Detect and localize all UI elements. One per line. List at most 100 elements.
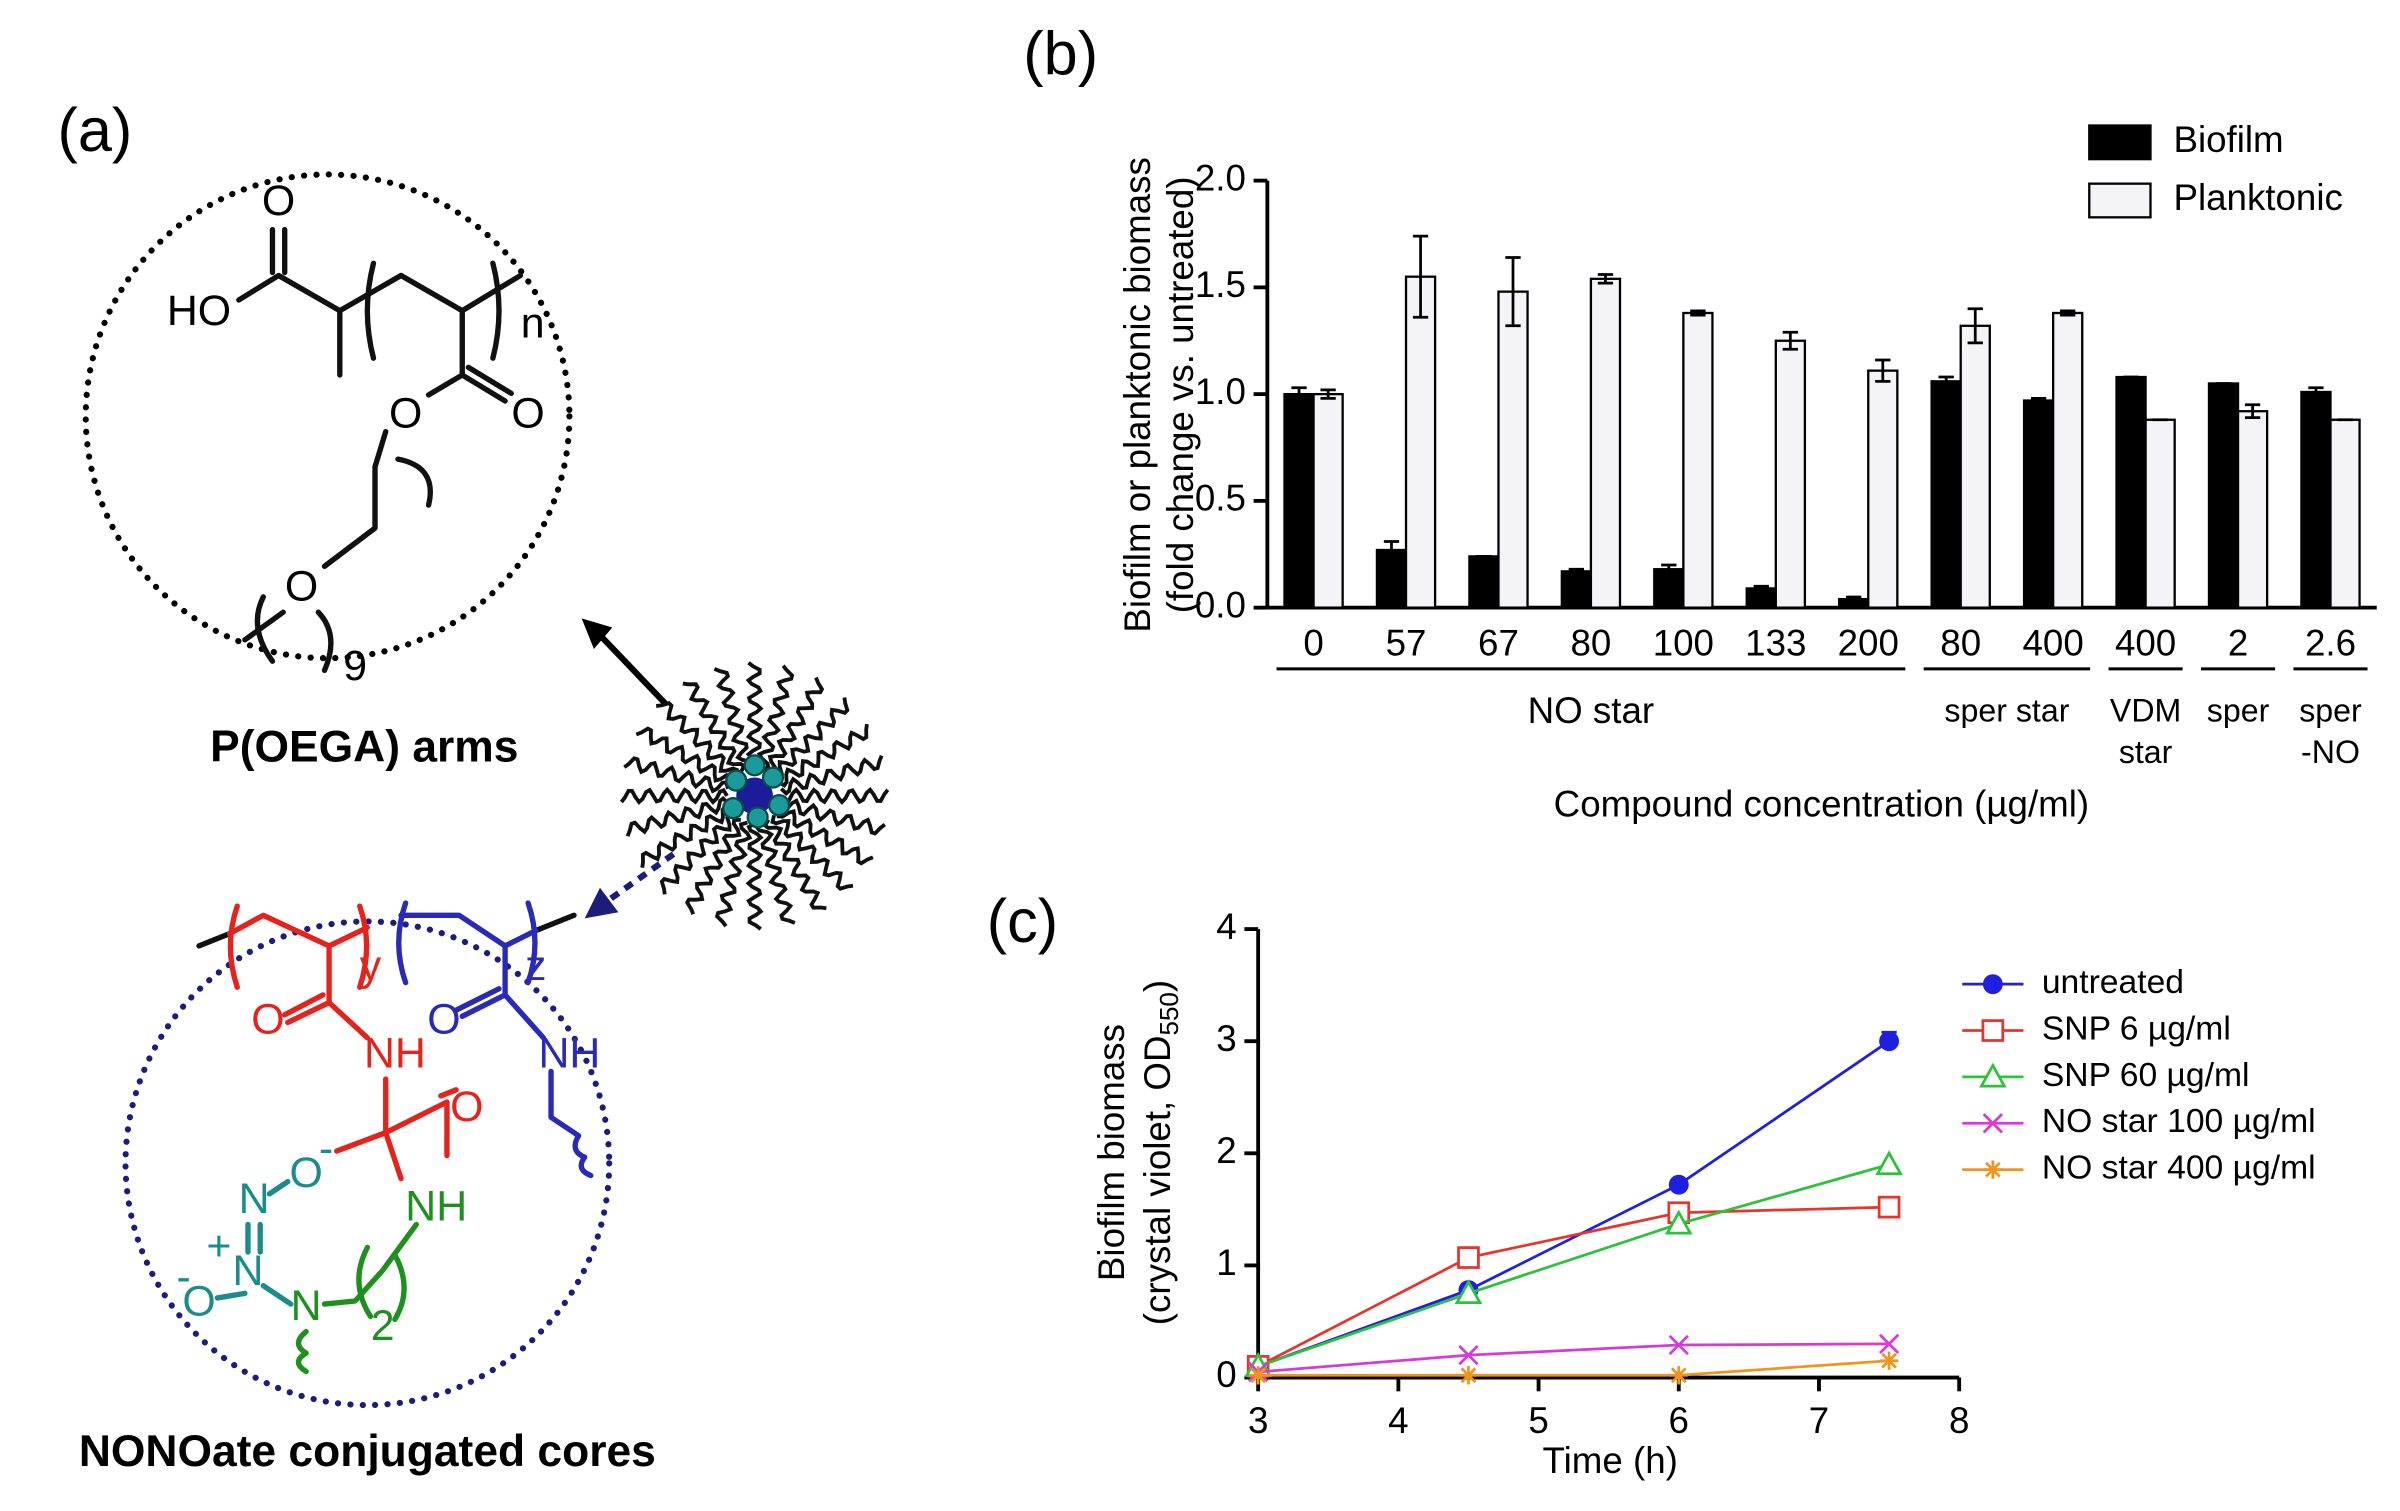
error-bar (1846, 595, 1862, 603)
marker (1668, 1174, 1689, 1195)
core-bead (725, 769, 748, 792)
atom: HO (167, 287, 231, 335)
y-tick-label: 0.0 (1195, 584, 1246, 625)
x-tick-label: 5 (1528, 1400, 1548, 1441)
y-tick-label: 4 (1216, 906, 1236, 947)
legend-swatch (2088, 182, 2152, 219)
group-label: sper star (1944, 693, 2069, 729)
group-label: NO star (1528, 690, 1655, 731)
legend-label: NO star 400 µg/ml (2042, 1150, 2316, 1187)
atom: N (291, 1282, 322, 1330)
star-polymer (619, 661, 890, 931)
arm (780, 786, 890, 805)
arm (619, 786, 729, 805)
atom: O (511, 390, 544, 438)
core-bead (746, 806, 769, 829)
x-tick-label: 8 (1949, 1400, 1969, 1441)
core-bead (761, 766, 785, 789)
arrow (597, 633, 669, 707)
y-tick-label: 3 (1216, 1018, 1236, 1059)
x-tick-label: 57 (1386, 623, 1427, 664)
bar (1930, 380, 1962, 609)
marker (1875, 1150, 1903, 1176)
atom: NH (364, 1029, 426, 1077)
arrow-head (581, 618, 613, 649)
series-line (1258, 1342, 1890, 1374)
atom: O (427, 996, 460, 1044)
bar (1589, 277, 1622, 609)
error-bar (1568, 567, 1585, 575)
bar (1283, 392, 1315, 609)
panel-label: (b) (1023, 19, 1098, 87)
atom: n (521, 299, 545, 347)
y-tick-label: 2 (1216, 1130, 1236, 1171)
legend-marker (1981, 1019, 2005, 1042)
error-bar (1690, 309, 1706, 317)
legend-label: NO star 100 µg/ml (2042, 1103, 2316, 1140)
marker (1879, 1351, 1899, 1370)
x-tick-label: 67 (1478, 623, 1519, 664)
legend-marker (1982, 1113, 2004, 1134)
series-line (1257, 1163, 1890, 1368)
atom: O (289, 1149, 322, 1197)
x-tick-label: 7 (1809, 1400, 1829, 1441)
legend-label: SNP 60 µg/ml (2042, 1057, 2250, 1094)
bar (2207, 382, 2240, 609)
arms-caption: P(OEGA) arms (210, 723, 518, 772)
x-tick-label: 400 (2023, 623, 2084, 664)
error-bar (1505, 256, 1521, 328)
y-tick-label: 0 (1216, 1354, 1236, 1395)
arm (625, 795, 730, 837)
error-bar (1938, 375, 1954, 387)
legend-label: Biofilm (2173, 119, 2283, 160)
x-axis-label: Compound concentration (µg/ml) (1554, 783, 2089, 824)
marker (1459, 1366, 1478, 1385)
bar (2300, 390, 2332, 609)
y-axis-label: (crystal violet, OD550) (1137, 980, 1184, 1325)
error-bar (1875, 358, 1891, 383)
arm (756, 664, 795, 772)
atom: O (262, 177, 295, 225)
series-line (1257, 1205, 1890, 1368)
bar (2236, 410, 2269, 609)
x-tick-label: 2 (2228, 623, 2248, 664)
atom: O (285, 563, 318, 611)
marker (1669, 1366, 1688, 1385)
y-axis-label-part: ) (1137, 980, 1178, 992)
error-bar (2308, 386, 2324, 398)
x-tick-label: 3 (1248, 1400, 1268, 1441)
arm (682, 681, 747, 773)
bar (1682, 311, 1714, 609)
arm-circle (82, 171, 573, 662)
y-axis-label-sub: 550 (1154, 992, 1184, 1035)
bar (1867, 369, 1899, 609)
atom: O (251, 996, 284, 1044)
arm (655, 701, 739, 777)
series-line (1257, 1040, 1890, 1368)
legend-label: Planktonic (2173, 177, 2342, 218)
x-tick-label: 200 (1838, 623, 1899, 664)
arrow (602, 851, 676, 906)
arm (754, 821, 796, 925)
arm (623, 756, 730, 794)
series-line (1258, 1359, 1890, 1377)
y-tick-label: 1 (1216, 1242, 1236, 1283)
error-bar (1383, 540, 1400, 560)
atom: NH (538, 1029, 600, 1077)
arm (745, 661, 764, 770)
group-label: star (2119, 734, 2173, 770)
arm (762, 818, 827, 911)
legend-entry: untreated (1962, 964, 2184, 1001)
error-bar (2060, 309, 2076, 317)
error-bar (1661, 563, 1677, 575)
atom: O (182, 1277, 215, 1325)
arm (779, 798, 887, 836)
x-tick-label: 0 (1303, 623, 1323, 664)
atom: z (525, 942, 546, 990)
legend-entry: NO star 400 µg/ml (1962, 1150, 2316, 1187)
core-bead (767, 793, 791, 817)
panel-label: (a) (57, 96, 132, 164)
atom: 2 (371, 1302, 395, 1350)
y-tick-label: 1.5 (1195, 264, 1246, 305)
marker (1878, 1333, 1900, 1355)
